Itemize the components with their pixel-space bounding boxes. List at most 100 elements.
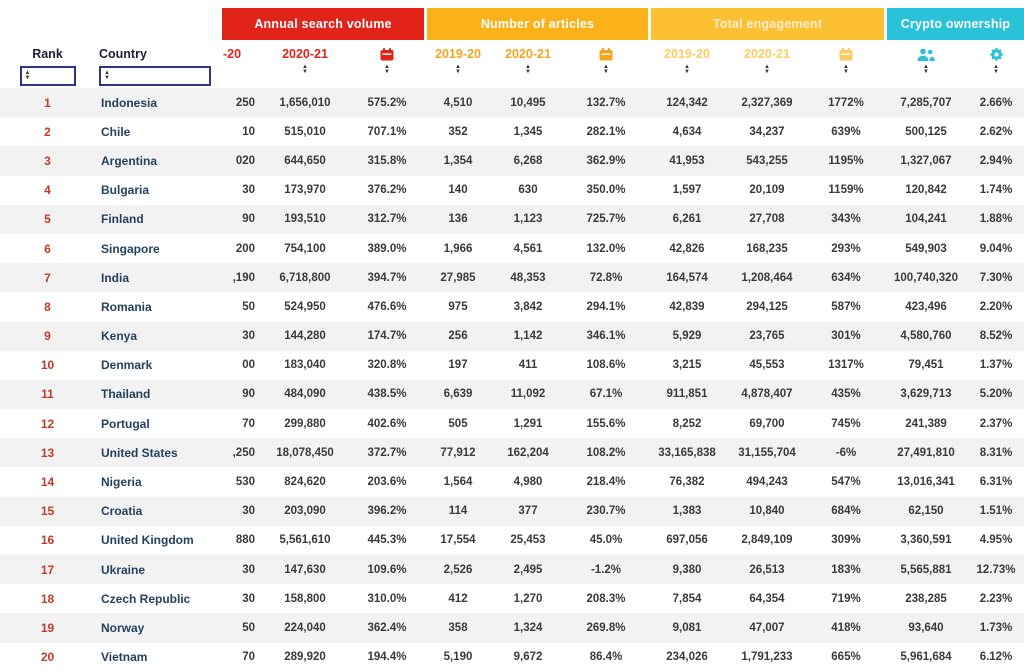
cell-country: Denmark	[101, 358, 153, 373]
cell-ownership-count: 13,016,341	[897, 476, 955, 489]
cell-articles-change: -1.2%	[590, 563, 622, 576]
cell-engagement-2020-21: 1,208,464	[741, 271, 793, 284]
header-articles-change[interactable]: ▲ ▼	[564, 40, 648, 88]
cell-search-volume-2019-20: 020	[235, 154, 255, 167]
cell-articles-change: 230.7%	[586, 505, 626, 518]
header-search-volume-2020-21[interactable]: 2020-21 ▲ ▼	[260, 40, 350, 88]
sort-down-icon: ▼	[302, 69, 308, 75]
cell-country: Argentina	[101, 153, 158, 168]
cell-search-volume-2020-21: 5,561,610	[279, 534, 331, 547]
header-ownership-share[interactable]: ▲ ▼	[968, 40, 1024, 88]
header-engagement-2019-20[interactable]: 2019-20 ▲ ▼	[648, 40, 726, 88]
cell-engagement-2019-20: 9,380	[672, 563, 702, 576]
sort-arrows-icon[interactable]: ▲ ▼	[603, 64, 609, 75]
cell-engagement-2020-21: 1,791,233	[741, 651, 793, 664]
cell-engagement-2020-21: 494,243	[746, 476, 788, 489]
cell-engagement-change: -6%	[835, 446, 857, 459]
sort-arrows-icon[interactable]: ▲ ▼	[525, 64, 531, 75]
group-crypto-ownership: Crypto ownership	[884, 8, 1024, 40]
cell-ownership-share: 2.62%	[979, 125, 1013, 138]
cell-engagement-change: 684%	[831, 505, 861, 518]
cell-search-volume-2020-21: 644,650	[284, 154, 326, 167]
cell-engagement-2019-20: 124,342	[666, 96, 708, 109]
cell-engagement-2019-20: 234,026	[666, 651, 708, 664]
cell-ownership-share: 6.12%	[979, 651, 1013, 664]
cell-engagement-2019-20: 4,634	[672, 125, 702, 138]
sort-arrows-icon[interactable]: ▲ ▼	[25, 70, 31, 81]
cell-search-volume-2020-21: 524,950	[284, 300, 326, 313]
sort-arrows-icon[interactable]: ▲ ▼	[384, 64, 390, 75]
table-row: 20 Vietnam 70 289,920 194.4% 5,190 9,672 86.4% 2…	[0, 642, 1024, 672]
cell-articles-2019-20: 77,912	[440, 446, 476, 459]
sort-arrows-icon[interactable]: ▲ ▼	[923, 64, 929, 75]
cell-search-volume-2019-20: 30	[242, 184, 255, 197]
cell-articles-2019-20: 17,554	[440, 534, 476, 547]
cell-search-volume-2019-20: 90	[242, 388, 255, 401]
cell-engagement-2020-21: 4,878,407	[741, 388, 793, 401]
sort-arrows-icon[interactable]: ▲ ▼	[993, 64, 999, 75]
cell-articles-2019-20: 4,510	[443, 96, 473, 109]
cell-engagement-change: 665%	[831, 651, 861, 664]
cell-country: Vietnam	[101, 650, 148, 665]
cell-engagement-change: 634%	[831, 271, 861, 284]
header-articles-2020-21[interactable]: 2020-21 ▲ ▼	[492, 40, 564, 88]
people-icon	[917, 47, 935, 61]
cell-ownership-share: 1.88%	[979, 213, 1013, 226]
sort-arrows-icon[interactable]: ▲ ▼	[684, 64, 690, 75]
sort-arrows-icon[interactable]: ▲ ▼	[843, 64, 849, 75]
header-country[interactable]: Country ▲ ▼	[95, 40, 222, 88]
cell-articles-2019-20: 2,526	[443, 563, 473, 576]
cell-engagement-change: 547%	[831, 476, 861, 489]
group-label: Number of articles	[480, 17, 595, 31]
cell-search-volume-change: 575.2%	[367, 96, 407, 109]
cell-articles-2020-21: 377	[518, 505, 538, 518]
header-rank[interactable]: Rank ▲ ▼	[0, 40, 95, 88]
sort-arrows-icon[interactable]: ▲ ▼	[764, 64, 770, 75]
cell-rank: 10	[40, 358, 55, 373]
header-search-volume-change[interactable]: ▲ ▼	[350, 40, 424, 88]
cell-search-volume-2020-21: 6,718,800	[279, 271, 331, 284]
rank-sort-filter[interactable]: ▲ ▼	[19, 66, 76, 86]
cell-engagement-2019-20: 5,929	[672, 330, 702, 343]
cell-search-volume-2019-20: 70	[242, 417, 255, 430]
header-search-volume-2019-20[interactable]: -20	[222, 40, 260, 88]
cell-country: Ukraine	[101, 562, 146, 577]
cell-search-volume-change: 174.7%	[367, 330, 407, 343]
cell-articles-change: 208.3%	[586, 592, 626, 605]
cell-ownership-count: 79,451	[908, 359, 944, 372]
cell-rank: 14	[40, 475, 55, 490]
cell-search-volume-change: 194.4%	[367, 651, 407, 664]
header-engagement-2020-21[interactable]: 2020-21 ▲ ▼	[726, 40, 808, 88]
cell-ownership-count: 238,285	[905, 592, 947, 605]
cell-ownership-share: 1.37%	[979, 359, 1013, 372]
column-label: 2020-21	[744, 47, 790, 61]
country-sort-filter[interactable]: ▲ ▼	[99, 66, 211, 86]
cell-country: Finland	[101, 212, 144, 227]
table-row: 19 Norway 50 224,040 362.4% 358 1,324 269.8% 9,0…	[0, 613, 1024, 643]
cell-rank: 2	[44, 124, 51, 139]
cell-search-volume-2019-20: 30	[242, 592, 255, 605]
cell-articles-2020-21: 25,453	[510, 534, 546, 547]
header-engagement-change[interactable]: ▲ ▼	[808, 40, 884, 88]
cell-articles-2019-20: 412	[448, 592, 468, 605]
cell-articles-2020-21: 1,345	[513, 125, 543, 138]
sort-arrows-icon[interactable]: ▲ ▼	[104, 70, 110, 81]
cell-engagement-2020-21: 2,849,109	[741, 534, 793, 547]
cell-engagement-change: 1317%	[828, 359, 864, 372]
group-label: Crypto ownership	[900, 17, 1011, 31]
sort-arrows-icon[interactable]: ▲ ▼	[302, 64, 308, 75]
table-row: 5 Finland 90 193,510 312.7% 136 1,123 725.7% 6,2…	[0, 204, 1024, 234]
sort-arrows-icon[interactable]: ▲ ▼	[455, 64, 461, 75]
cell-engagement-change: 418%	[831, 621, 861, 634]
cell-country: Romania	[101, 299, 152, 314]
cell-engagement-2020-21: 26,513	[749, 563, 785, 576]
table-row: 9 Kenya 30 144,280 174.7% 256 1,142 346.1% 5,929…	[0, 321, 1024, 351]
sort-down-icon: ▼	[843, 69, 849, 75]
cell-engagement-change: 587%	[831, 300, 861, 313]
cell-country: United Kingdom	[101, 533, 194, 548]
cell-search-volume-2020-21: 147,630	[284, 563, 326, 576]
header-ownership-count[interactable]: ▲ ▼	[884, 40, 968, 88]
header-articles-2019-20[interactable]: 2019-20 ▲ ▼	[424, 40, 492, 88]
cell-ownership-count: 500,125	[905, 125, 947, 138]
cell-engagement-2020-21: 69,700	[749, 417, 785, 430]
